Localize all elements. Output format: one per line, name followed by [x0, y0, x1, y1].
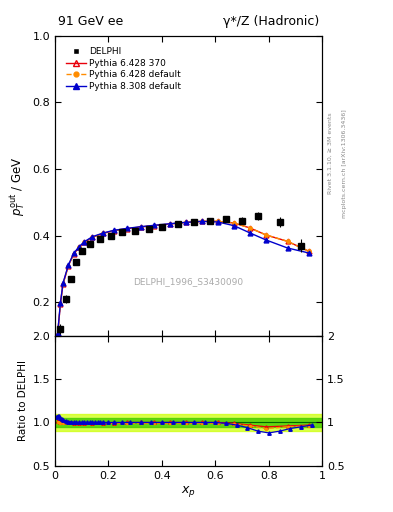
Y-axis label: $p_T^{\rm out}$ / GeV: $p_T^{\rm out}$ / GeV — [9, 156, 28, 216]
Legend: DELPHI, Pythia 6.428 370, Pythia 6.428 default, Pythia 8.308 default: DELPHI, Pythia 6.428 370, Pythia 6.428 d… — [62, 44, 185, 95]
Text: Rivet 3.1.10, ≥ 3M events: Rivet 3.1.10, ≥ 3M events — [328, 113, 333, 195]
Text: DELPHI_1996_S3430090: DELPHI_1996_S3430090 — [134, 277, 244, 286]
Text: mcplots.cern.ch [arXiv:1306.3436]: mcplots.cern.ch [arXiv:1306.3436] — [342, 110, 347, 218]
Text: 91 GeV ee: 91 GeV ee — [58, 15, 123, 28]
Y-axis label: Ratio to DELPHI: Ratio to DELPHI — [18, 360, 28, 441]
Text: γ*/Z (Hadronic): γ*/Z (Hadronic) — [223, 15, 320, 28]
X-axis label: $x_p$: $x_p$ — [181, 483, 196, 499]
